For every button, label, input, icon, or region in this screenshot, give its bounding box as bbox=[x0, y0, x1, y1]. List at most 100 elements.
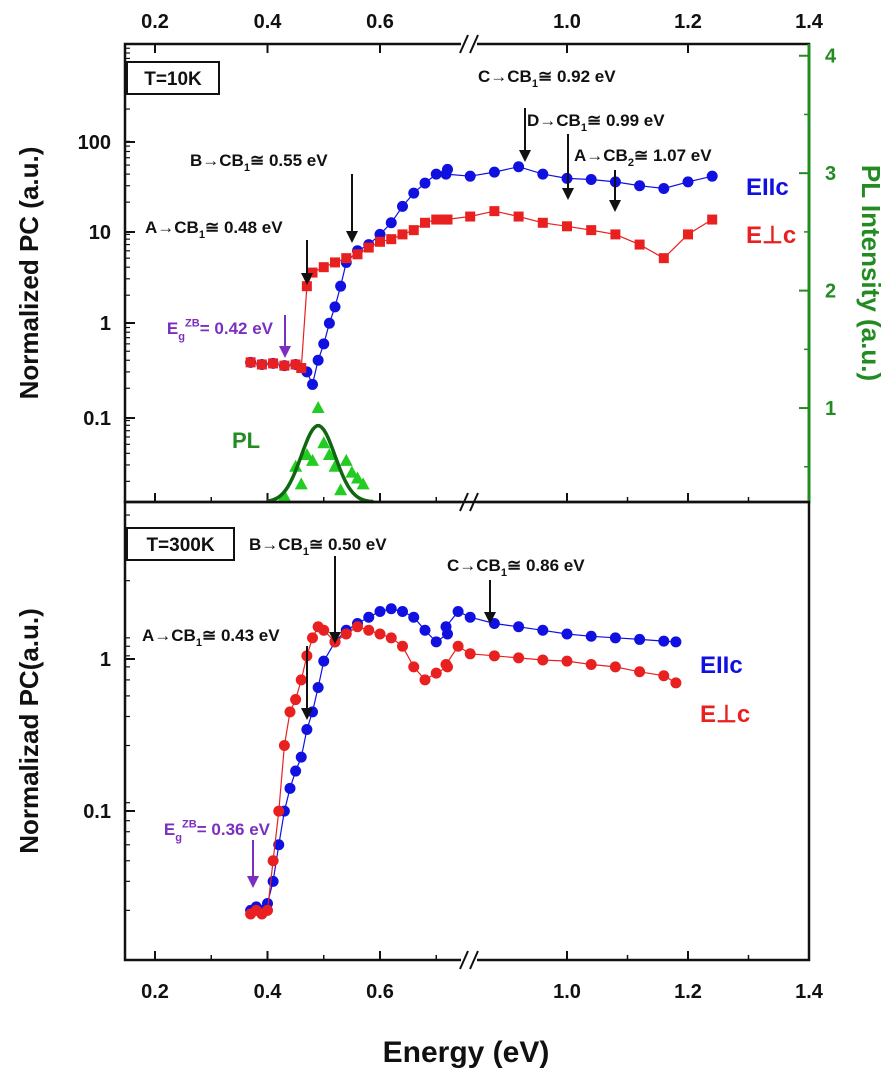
data-point bbox=[488, 617, 500, 629]
temperature-box bbox=[126, 61, 220, 95]
x-tick-label: 0.4 bbox=[254, 981, 283, 1003]
data-point bbox=[363, 624, 375, 636]
data-point bbox=[385, 603, 397, 615]
data-point bbox=[430, 636, 442, 648]
data-point bbox=[683, 229, 693, 240]
x-tick-label: 1.4 bbox=[795, 981, 824, 1003]
data-point bbox=[513, 211, 524, 222]
data-point bbox=[670, 636, 682, 648]
series-PL bbox=[277, 401, 370, 502]
legend-label: E⊥c bbox=[700, 701, 750, 728]
data-point bbox=[431, 214, 442, 225]
data-point bbox=[289, 459, 303, 472]
data-point bbox=[339, 453, 353, 466]
annotation-arrowhead bbox=[562, 188, 574, 200]
y2-tick-label: 3 bbox=[825, 163, 836, 185]
transition-label: D→CB1≅ 0.99 eV bbox=[527, 111, 665, 134]
data-point bbox=[430, 168, 442, 180]
bandgap-arrowhead bbox=[247, 876, 259, 888]
data-point bbox=[277, 489, 291, 502]
data-point bbox=[312, 681, 324, 693]
data-point bbox=[340, 628, 352, 640]
data-point bbox=[609, 661, 621, 673]
plot-frame bbox=[123, 42, 811, 504]
y2-tick-label: 2 bbox=[825, 281, 836, 303]
data-point bbox=[561, 655, 573, 667]
axis-break-mark bbox=[469, 950, 479, 970]
data-point bbox=[706, 170, 718, 182]
transition-label: A→CB1≅ 0.48 eV bbox=[145, 218, 283, 241]
data-point bbox=[670, 677, 682, 689]
data-point bbox=[318, 262, 329, 273]
data-point bbox=[513, 652, 525, 664]
annotation-arrowhead bbox=[301, 708, 313, 720]
y-tick-label: 1 bbox=[100, 313, 111, 335]
transition-label: C→CB1≅ 0.86 eV bbox=[447, 556, 585, 579]
panel-top: 0.2 0.4 0.6 1.0 1.2 1.4 0.1 1 10 100 Normalized PC… bbox=[14, 11, 886, 512]
temperature-box bbox=[126, 527, 235, 561]
data-point bbox=[452, 605, 464, 617]
data-point bbox=[273, 805, 285, 817]
data-point bbox=[561, 628, 573, 640]
data-point bbox=[537, 217, 548, 228]
data-point bbox=[440, 168, 452, 180]
data-point bbox=[330, 257, 340, 268]
data-point bbox=[306, 453, 319, 466]
data-point bbox=[385, 217, 397, 229]
annotation-arrowhead bbox=[484, 612, 496, 624]
data-point bbox=[322, 448, 336, 461]
data-point bbox=[262, 904, 273, 916]
x-tick-label-top: 0.2 bbox=[141, 11, 169, 33]
data-point bbox=[464, 648, 476, 660]
data-point bbox=[295, 674, 307, 686]
annotation-arrowhead bbox=[329, 632, 341, 644]
axis-break-mark bbox=[459, 34, 469, 54]
data-point bbox=[585, 659, 597, 671]
bandgap-label: EgZB= 0.36 eV bbox=[164, 818, 271, 844]
data-point bbox=[294, 477, 308, 490]
data-point bbox=[419, 674, 431, 686]
data-point bbox=[318, 655, 330, 667]
y-axis-label: Normalizad PC(a.u.) bbox=[14, 608, 44, 854]
y-tick-label: 0.1 bbox=[83, 801, 111, 823]
y2-tick-label: 4 bbox=[825, 46, 837, 68]
data-point bbox=[440, 621, 452, 633]
data-point bbox=[284, 706, 296, 718]
axis-break-gap bbox=[461, 956, 477, 964]
annotation-arrowhead bbox=[301, 273, 313, 285]
data-point bbox=[317, 436, 331, 449]
panel-bottom: 0.2 0.4 0.6 1.0 1.2 1.4 0.1 1 Normalizad PC(a.u.… bbox=[14, 500, 824, 1003]
data-point bbox=[397, 200, 408, 212]
series-Ec bbox=[245, 206, 718, 374]
axis-break-mark bbox=[459, 950, 469, 970]
data-point bbox=[562, 221, 572, 232]
data-point bbox=[335, 280, 347, 292]
data-point bbox=[585, 174, 597, 186]
data-point bbox=[385, 632, 397, 644]
data-point bbox=[334, 483, 348, 496]
data-point bbox=[397, 229, 408, 240]
data-point bbox=[430, 667, 442, 679]
data-point bbox=[307, 267, 318, 278]
data-point bbox=[488, 166, 500, 178]
data-point bbox=[408, 611, 420, 623]
data-point bbox=[245, 357, 256, 368]
data-point bbox=[488, 650, 500, 662]
x-tick-label-top: 0.6 bbox=[366, 11, 394, 33]
data-point bbox=[537, 624, 549, 636]
legend-label: EIIc bbox=[746, 174, 789, 201]
data-point bbox=[397, 605, 408, 617]
data-point bbox=[658, 183, 670, 195]
y-axis-label: Normalized PC (a.u.) bbox=[14, 147, 44, 400]
transition-label: C→CB1≅ 0.92 eV bbox=[478, 67, 616, 90]
data-point bbox=[341, 253, 352, 264]
data-point bbox=[408, 661, 420, 673]
x-tick-label-top: 0.4 bbox=[254, 11, 283, 33]
data-point bbox=[290, 359, 301, 370]
transition-label: A→CB1≅ 0.43 eV bbox=[142, 626, 280, 649]
data-point bbox=[267, 855, 279, 867]
y-tick-label: 100 bbox=[78, 132, 111, 154]
data-point bbox=[352, 249, 363, 260]
data-point bbox=[658, 635, 670, 647]
data-point bbox=[374, 628, 386, 640]
